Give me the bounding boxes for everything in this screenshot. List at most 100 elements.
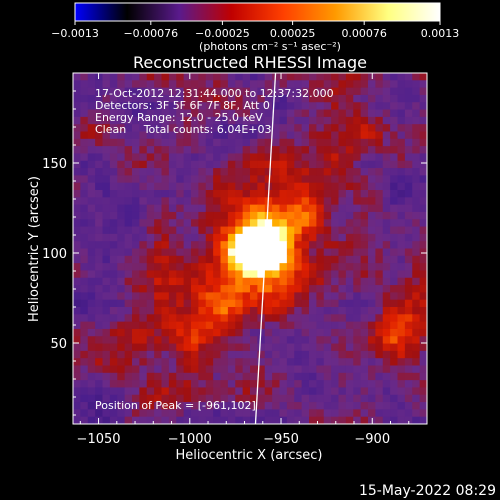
heatmap-cell [397,270,406,279]
heatmap-cell [338,292,347,301]
heatmap-cell [235,153,244,162]
heatmap-cell [191,409,199,418]
heatmap-cell [176,233,185,242]
heatmap-cell [316,402,325,410]
heatmap-cell [139,175,148,184]
heatmap-cell [87,138,96,147]
heatmap-cell [345,109,354,118]
heatmap-cell [176,124,185,133]
heatmap-cell [250,190,258,198]
heatmap-cell [353,182,362,191]
heatmap-cell [198,321,207,330]
heatmap-cell [183,285,192,293]
heatmap-cell [109,204,118,213]
heatmap-cell [375,409,384,418]
heatmap-cell [353,372,362,381]
heatmap-cell [191,402,199,410]
heatmap-cell [419,350,427,359]
heatmap-cell [279,197,288,206]
heatmap-cell [183,94,192,103]
heatmap-cell [235,219,244,228]
heatmap-cell [309,255,317,264]
heatmap-cell [242,285,251,293]
heatmap-cell [397,299,406,308]
heatmap-cell [294,263,303,272]
heatmap-cell [382,160,391,169]
heatmap-cell [264,336,273,345]
heatmap-cell [294,314,303,323]
heatmap-cell [353,263,362,272]
heatmap-cell [168,219,177,228]
heatmap-cell [412,380,421,389]
heatmap-cell [139,116,148,125]
heatmap-cell [102,109,111,118]
heatmap-cell [205,168,214,176]
heatmap-cell [338,285,347,293]
heatmap-cell [198,387,207,396]
heatmap-cell [117,387,126,396]
heatmap-cell [205,358,214,367]
heatmap-cell [382,175,391,184]
heatmap-cell [80,131,89,140]
heatmap-cell [102,350,111,359]
heatmap-cell [412,263,421,272]
heatmap-cell [242,321,251,330]
heatmap-cell [183,160,192,169]
heatmap-cell [264,153,273,162]
heatmap-cell [198,336,207,345]
heatmap-cell [368,138,376,147]
heatmap-cell [412,175,421,184]
y-tick-label: 150 [42,157,67,172]
heatmap-cell [161,358,170,367]
heatmap-cell [338,380,347,389]
heatmap-cell [264,380,273,389]
heatmap-cell [309,299,317,308]
heatmap-cell [286,365,295,374]
heatmap-cell [382,146,391,155]
heatmap-cell [301,248,310,257]
heatmap-cell [146,219,155,228]
heatmap-cell [139,131,148,140]
heatmap-cell [80,80,89,89]
heatmap-cell [353,109,362,118]
heatmap-cell [95,277,104,286]
heatmap-cell [183,80,192,89]
heatmap-cell [191,299,199,308]
heatmap-cell [286,226,295,235]
heatmap-cell [161,394,170,403]
heatmap-cell [368,131,376,140]
heatmap-cell [397,241,406,250]
heatmap-cell [331,394,340,403]
heatmap-cell [168,109,177,118]
heatmap-cell [132,350,140,359]
heatmap-cell [124,124,133,133]
heatmap-cell [191,343,199,352]
heatmap-cell [257,350,266,359]
heatmap-cell [95,365,104,374]
heatmap-cell [272,190,281,198]
heatmap-cell [286,402,295,410]
heatmap-cell [368,116,376,125]
heatmap-cell [345,197,354,206]
heatmap-cell [124,336,133,345]
heatmap-cell [382,336,391,345]
heatmap-cell [154,387,163,396]
heatmap-cell [154,124,163,133]
heatmap-cell [264,358,273,367]
heatmap-cell [286,380,295,389]
heatmap-cell [331,80,340,89]
heatmap-cell [198,146,207,155]
heatmap-cell [345,73,354,81]
heatmap-cell [286,233,295,242]
heatmap-cell [294,358,303,367]
heatmap-cell [301,402,310,410]
heatmap-cell [316,138,325,147]
heatmap-cell [227,153,236,162]
heatmap-cell [286,358,295,367]
heatmap-cell [73,416,81,424]
heatmap-cell [109,307,118,315]
heatmap-cell [338,87,347,96]
heatmap-cell [183,336,192,345]
heatmap-cell [87,394,96,403]
heatmap-cell [161,102,170,111]
